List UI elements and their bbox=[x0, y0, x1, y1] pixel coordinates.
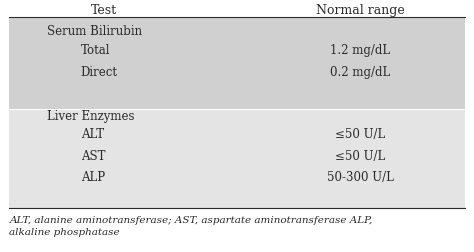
Text: 0.2 mg/dL: 0.2 mg/dL bbox=[330, 65, 391, 78]
Text: ALP: ALP bbox=[81, 170, 105, 183]
Bar bbox=[9, 111, 465, 208]
Text: ALT: ALT bbox=[81, 128, 104, 141]
Text: Normal range: Normal range bbox=[316, 4, 405, 17]
Text: Direct: Direct bbox=[81, 65, 118, 78]
Text: ≤50 U/L: ≤50 U/L bbox=[335, 149, 385, 162]
Bar bbox=[9, 18, 465, 110]
Text: ≤50 U/L: ≤50 U/L bbox=[335, 128, 385, 141]
Text: AST: AST bbox=[81, 149, 105, 162]
Text: 1.2 mg/dL: 1.2 mg/dL bbox=[330, 44, 390, 57]
Text: Total: Total bbox=[81, 44, 110, 57]
Text: Serum Bilirubin: Serum Bilirubin bbox=[47, 25, 143, 38]
Text: 50-300 U/L: 50-300 U/L bbox=[327, 170, 394, 183]
Text: Test: Test bbox=[91, 4, 118, 17]
Text: Liver Enzymes: Liver Enzymes bbox=[47, 109, 135, 122]
Text: ALT, alanine aminotransferase; AST, aspartate aminotransferase ALP,
alkaline pho: ALT, alanine aminotransferase; AST, aspa… bbox=[9, 215, 373, 236]
